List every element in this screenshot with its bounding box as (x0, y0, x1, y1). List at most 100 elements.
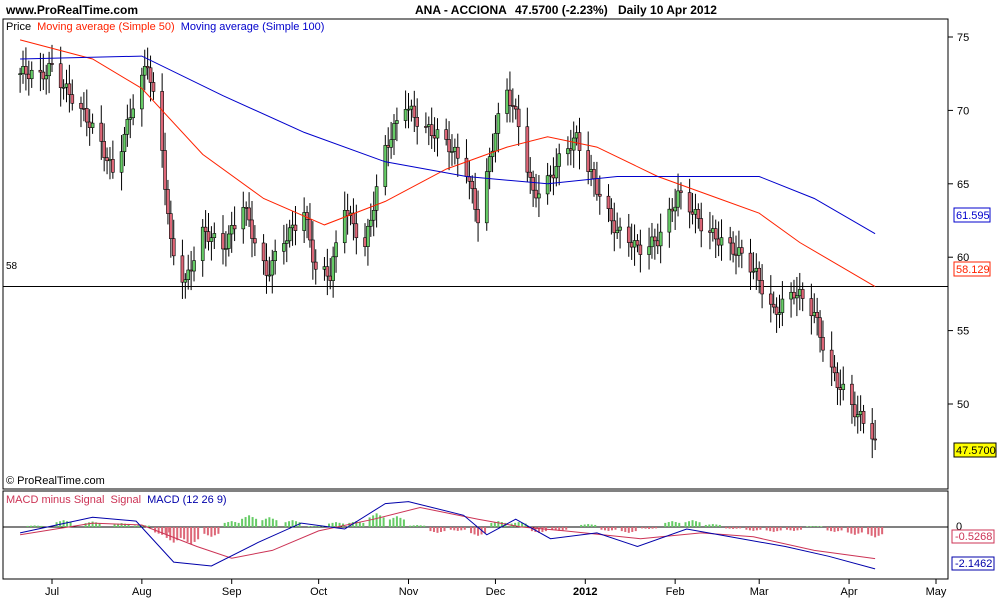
macd-hist-bar (554, 527, 557, 531)
macd-hist-bar (291, 520, 294, 527)
candle (247, 192, 251, 227)
macd-hist-bar (271, 518, 274, 527)
candle (331, 246, 335, 298)
macd-hist-bar (84, 523, 87, 527)
candle (476, 190, 480, 242)
macd-hist-bar (449, 527, 452, 530)
macd-hist-bar (275, 520, 278, 527)
macd-plot (3, 501, 948, 570)
candle (125, 104, 130, 147)
candle (180, 239, 185, 299)
macd-hist-bar (30, 525, 33, 527)
candle (131, 94, 135, 126)
macd-hist-bar (318, 526, 321, 527)
macd-hist-bar (583, 524, 586, 527)
y-tick-label: 65 (957, 179, 969, 191)
candle (426, 116, 431, 146)
site-url[interactable]: www.ProRealTime.com (5, 3, 138, 17)
macd-hist-bar (197, 527, 200, 540)
macd-hist-bar (789, 527, 792, 531)
candle (212, 222, 217, 250)
macd-hist-bar (691, 520, 694, 527)
macd-hist-bar (850, 527, 853, 534)
candle (151, 72, 156, 100)
macd-hist-bar (631, 527, 634, 532)
macd-hist-bar (268, 517, 271, 527)
macd-hist-bar (210, 527, 213, 537)
macd-hist-bar (759, 527, 762, 530)
candle (192, 246, 196, 282)
candle (186, 254, 191, 290)
candle (609, 198, 614, 235)
macd-hist-bar (695, 521, 698, 527)
legend-ma50: Moving average (Simple 50) (37, 21, 175, 33)
candle (229, 211, 234, 253)
macd-hist-bar (772, 527, 775, 532)
instrument-name: ANA - ACCIONA (415, 3, 507, 17)
candle (626, 213, 631, 257)
macd-line (19, 501, 876, 570)
price-plot (3, 39, 948, 459)
ma50-badge-value: 58.129 (956, 264, 990, 276)
candle (366, 218, 370, 266)
macd-hist-bar (537, 527, 540, 533)
macd-hist-bar (785, 527, 788, 530)
macd-hist-bar (590, 524, 593, 527)
macd-hist-bar (429, 527, 432, 532)
candle (687, 178, 692, 229)
candle (841, 366, 846, 401)
price-badge-value: 47.5700 (956, 445, 996, 457)
macd-legend: MACD minus Signal Signal MACD (12 26 9) (6, 494, 227, 506)
candle (369, 203, 373, 237)
candle (183, 273, 188, 299)
candle (453, 138, 457, 165)
macd-hist-bar (678, 522, 681, 527)
macd-hist-bar (140, 525, 143, 527)
candle (508, 71, 512, 123)
macd-hist-bar (752, 527, 755, 531)
macd-hist-bar (179, 527, 182, 538)
macd-hist-bar (261, 520, 264, 527)
macd-hist-bar (161, 527, 164, 535)
macd-hist-bar (867, 527, 870, 535)
candle (774, 297, 779, 333)
macd-hist-bar (877, 527, 880, 536)
macd-hist-bar (477, 527, 480, 536)
macd-hist-bar (860, 527, 863, 533)
candle (505, 78, 509, 123)
candle (525, 107, 530, 183)
candle (389, 121, 393, 159)
macd-hist-bar (833, 527, 836, 532)
legend-macd-signal: Signal (110, 494, 141, 506)
candle (873, 419, 877, 451)
candle (334, 230, 338, 273)
candle (487, 147, 492, 190)
macd-hist-bar (412, 525, 415, 527)
macd-hist-bar (813, 526, 816, 527)
candle (635, 234, 640, 253)
candle (713, 219, 718, 259)
macd-hist-bar (234, 522, 237, 527)
macd-hist-bar (711, 524, 714, 527)
macd-hist-bar (806, 526, 809, 527)
candle (41, 53, 46, 90)
macd-hist-bar (551, 527, 554, 530)
macd-hist-bar (392, 517, 395, 527)
macd-hist-bar (335, 522, 338, 527)
candle (67, 64, 72, 113)
candle (44, 64, 49, 95)
macd-hist-bar (137, 525, 140, 527)
candle (832, 355, 837, 382)
macd-hist-bar (776, 527, 779, 532)
candle (450, 134, 454, 166)
candle (716, 221, 721, 257)
candle (250, 200, 254, 258)
macd-hist-bar (796, 527, 799, 531)
ma50-badge (953, 261, 991, 277)
macd-hist-bar (799, 527, 802, 530)
macd-hist-bar (164, 527, 167, 534)
candle (467, 160, 472, 200)
macd-hist-bar (33, 525, 36, 527)
candle (818, 310, 822, 353)
x-tick-label: Jul (45, 586, 59, 598)
